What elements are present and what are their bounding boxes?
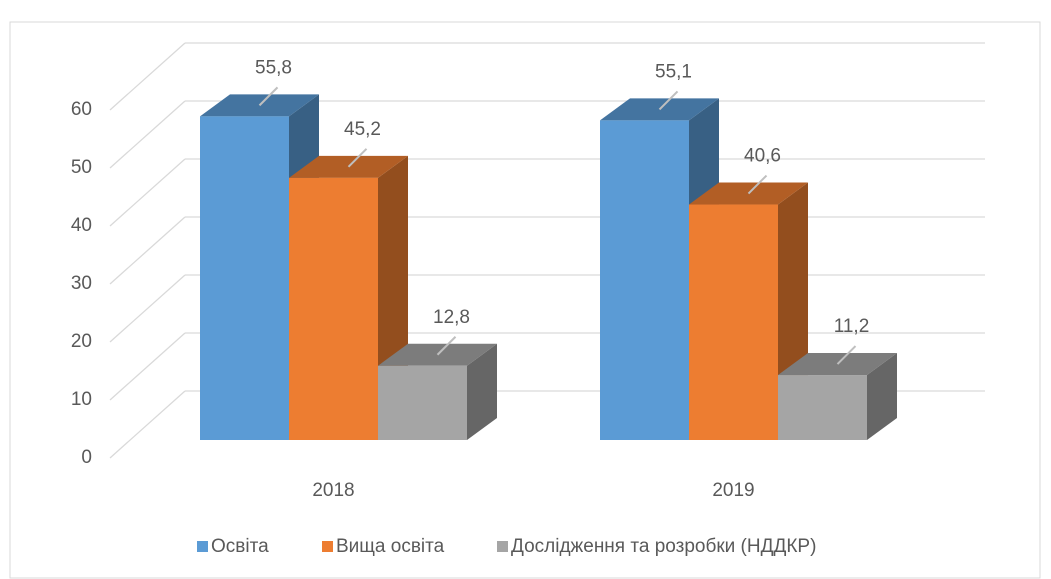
leader-line [258,86,279,107]
bar-front [689,204,778,440]
legend-label: Вища освіта [336,536,445,557]
data-label: 55,1 [655,61,692,82]
grid-diagonal [109,216,186,285]
chart-frame [9,21,1041,579]
legend-label: Дослідження та розробки (НДДКР) [511,536,816,557]
bar-front [600,120,689,441]
data-label: 55,8 [255,57,292,78]
bar [378,343,497,440]
bar-side [867,353,897,440]
bar-front [778,375,867,440]
bar-side [467,343,497,440]
grid-line [109,42,985,111]
bar [689,182,808,440]
y-tick-label: 50 [71,157,92,178]
bar-front [289,177,378,440]
y-tick-label: 60 [71,99,92,120]
leader-line [347,148,368,168]
x-tick-label: 2018 [312,480,354,501]
data-label: 12,8 [433,307,470,328]
y-tick-label: 0 [81,447,92,468]
grid-diagonal [109,390,186,459]
grid-diagonal [109,274,186,343]
grid-diagonal [109,158,186,227]
bar-front [200,116,289,441]
grid-diagonal [109,42,186,111]
bar [600,98,719,441]
bar-front [378,365,467,440]
legend-swatch [322,541,333,552]
y-tick-label: 40 [71,215,92,236]
data-label: 11,2 [834,316,870,337]
bar [778,353,897,440]
leader-line [436,336,457,356]
x-tick-label: 2019 [712,480,754,501]
y-tick-label: 20 [71,331,92,352]
leader-line [658,90,679,111]
grid-diagonal [109,332,186,401]
legend-swatch [497,541,508,552]
leader-line [836,345,857,365]
legend-swatch [197,541,208,552]
legend-label: Освіта [211,536,269,557]
data-label: 45,2 [344,119,381,140]
y-tick-label: 10 [71,389,92,410]
grid-diagonal [109,100,186,169]
data-label: 40,6 [744,146,781,167]
y-tick-label: 30 [71,273,92,294]
leader-line [747,174,768,195]
